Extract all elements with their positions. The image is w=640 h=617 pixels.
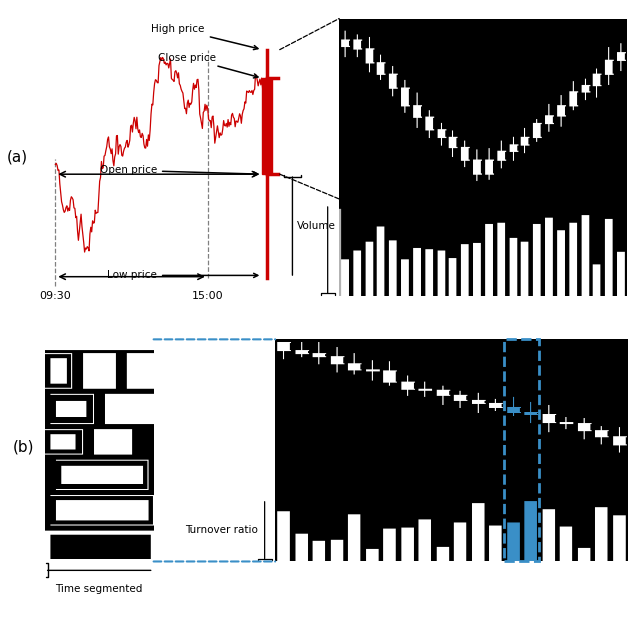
Bar [262, 78, 272, 174]
Text: Close price: Close price [157, 52, 258, 78]
Text: 15:00: 15:00 [192, 291, 223, 301]
Text: Time segmented: Time segmented [56, 584, 143, 594]
Text: Low price: Low price [107, 270, 258, 280]
Text: (a): (a) [6, 150, 28, 165]
Text: Volume: Volume [297, 221, 335, 231]
Text: Turnover ratio: Turnover ratio [185, 525, 257, 535]
Text: High price: High price [152, 24, 258, 49]
Text: (b): (b) [13, 440, 35, 455]
Bar [504, 339, 540, 561]
Text: 09:30: 09:30 [40, 291, 71, 301]
Text: Open price: Open price [100, 165, 258, 176]
